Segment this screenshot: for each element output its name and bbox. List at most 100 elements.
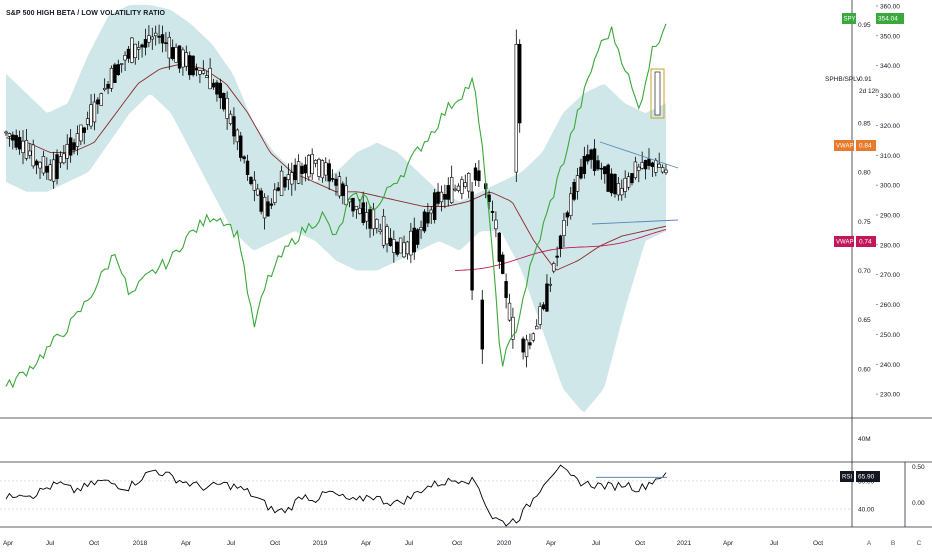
candle — [313, 159, 318, 168]
corner-button-a[interactable]: A — [867, 540, 872, 547]
candle-body — [609, 173, 614, 194]
candle-body — [96, 99, 100, 105]
candle — [147, 25, 151, 48]
candle-body — [266, 201, 270, 217]
candle-body — [296, 161, 301, 184]
candle — [31, 139, 35, 169]
candle-body — [286, 174, 291, 181]
candle — [119, 63, 124, 73]
candle — [446, 177, 450, 207]
candle-body — [344, 185, 348, 206]
candle — [215, 79, 219, 102]
candle-body — [143, 39, 148, 48]
candle-body — [613, 174, 617, 195]
candle-body — [184, 52, 189, 67]
candle — [606, 163, 610, 192]
candle — [429, 206, 433, 224]
candle-body — [130, 37, 134, 63]
candle — [11, 131, 15, 150]
spy-tag-group: SPY 354.04 — [842, 13, 904, 24]
candle — [541, 302, 546, 311]
candle — [211, 79, 216, 90]
candle-body — [368, 209, 372, 229]
candle-body — [623, 177, 627, 192]
candle-body — [572, 181, 576, 200]
candle — [205, 71, 209, 79]
candle — [136, 41, 141, 60]
candle-body — [375, 219, 379, 229]
time-axis-label: Jul — [46, 540, 55, 547]
candle-body — [586, 154, 590, 162]
candle-body — [327, 163, 331, 182]
candle-body — [463, 182, 467, 187]
candle-body — [466, 173, 471, 192]
candle-body — [518, 43, 522, 124]
candle — [589, 148, 593, 169]
candle — [633, 156, 638, 180]
ratio-axis-tick: 0.80 — [858, 170, 871, 177]
candle — [38, 161, 42, 179]
candle-body — [167, 36, 171, 59]
candle — [65, 134, 69, 170]
candle — [191, 55, 195, 77]
candle-body — [364, 212, 369, 222]
ratio-name-label: SPHB/SPLV — [825, 76, 861, 83]
candle — [85, 111, 90, 130]
corner-button-c[interactable]: C — [917, 540, 922, 547]
candle-body — [222, 92, 226, 110]
candle — [239, 131, 243, 162]
candle-body — [239, 135, 243, 158]
candle — [164, 32, 168, 52]
candle-body — [320, 160, 325, 179]
candle — [582, 146, 587, 179]
candle-body — [524, 339, 529, 358]
candle — [436, 183, 440, 206]
candle-body — [562, 220, 566, 236]
candle-body — [279, 170, 284, 196]
candle — [524, 334, 529, 368]
candle — [392, 230, 396, 263]
candle-body — [38, 161, 42, 169]
vwap-lower-tag-bg — [834, 236, 854, 247]
candle — [378, 223, 382, 235]
candle-body — [650, 162, 655, 167]
candle-body — [449, 177, 454, 203]
ratio-candles — [4, 24, 668, 368]
candle — [473, 163, 478, 186]
candle — [381, 208, 386, 249]
bollinger-band — [6, 4, 666, 413]
spy-line — [5, 23, 667, 389]
candle — [150, 27, 154, 50]
candle-body — [194, 68, 199, 71]
corner-button-b[interactable]: B — [891, 540, 895, 547]
candle — [426, 203, 430, 228]
candle — [456, 183, 461, 193]
time-axis-label: Oct — [813, 540, 823, 547]
candle — [412, 217, 416, 260]
candle-body — [490, 211, 495, 213]
vwap-lower-tag: VWAP — [836, 240, 853, 246]
candle-body — [643, 160, 648, 170]
candle-body — [113, 64, 117, 83]
candle-body — [603, 166, 607, 175]
candle — [167, 31, 171, 70]
candle-body — [317, 159, 321, 177]
candle-body — [45, 165, 49, 173]
candle-body — [511, 316, 515, 340]
candle — [409, 222, 413, 264]
candle — [395, 241, 399, 257]
candle-body — [378, 229, 382, 233]
candle-body — [507, 302, 512, 321]
candle — [490, 200, 495, 222]
candle — [405, 240, 410, 260]
rsi-pane — [0, 464, 852, 527]
vwap-upper-group: VWAP 0.84 — [834, 140, 876, 151]
vwap-upper-value: 0.84 — [859, 143, 872, 150]
candle-body — [119, 63, 124, 65]
candle-body — [402, 242, 406, 258]
candle — [460, 176, 464, 200]
candle-body — [252, 179, 257, 191]
candle-body — [293, 164, 297, 181]
candle-body — [504, 281, 508, 298]
